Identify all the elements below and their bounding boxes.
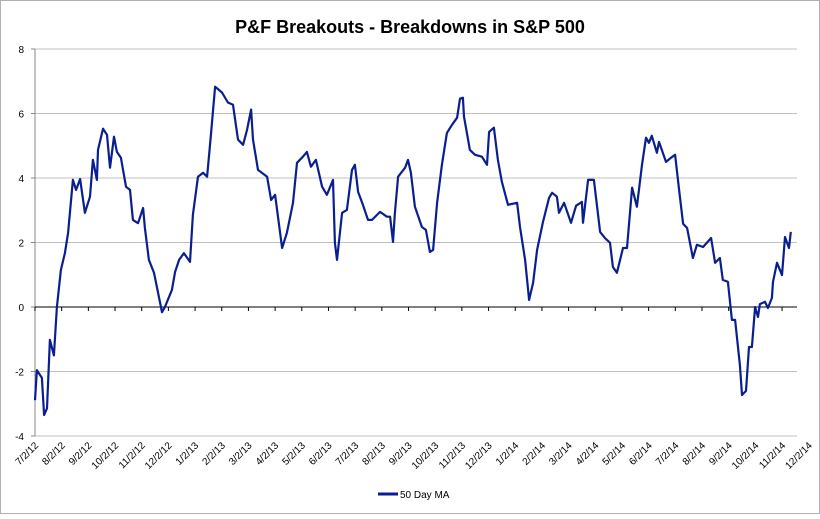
y-tick-label: -4 [15,432,24,443]
legend: 50 Day MA [378,490,450,501]
series-line-50-day-ma [33,85,792,417]
y-tick-label: 4 [18,174,24,185]
y-tick-label: 6 [18,110,24,121]
chart-title: P&F Breakouts - Breakdowns in S&P 500 [235,17,585,37]
series-group [33,85,792,417]
y-tick-label: 0 [18,303,24,314]
y-tick-label: -2 [15,368,24,379]
y-tick-label: 8 [18,45,24,56]
y-tick-label: 2 [18,239,24,250]
legend-label: 50 Day MA [400,490,450,501]
y-axis: -4 -2 0 2 4 6 8 [15,45,36,443]
gridlines [35,48,797,437]
